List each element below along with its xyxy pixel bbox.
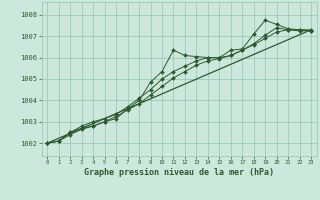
X-axis label: Graphe pression niveau de la mer (hPa): Graphe pression niveau de la mer (hPa) bbox=[84, 168, 274, 177]
